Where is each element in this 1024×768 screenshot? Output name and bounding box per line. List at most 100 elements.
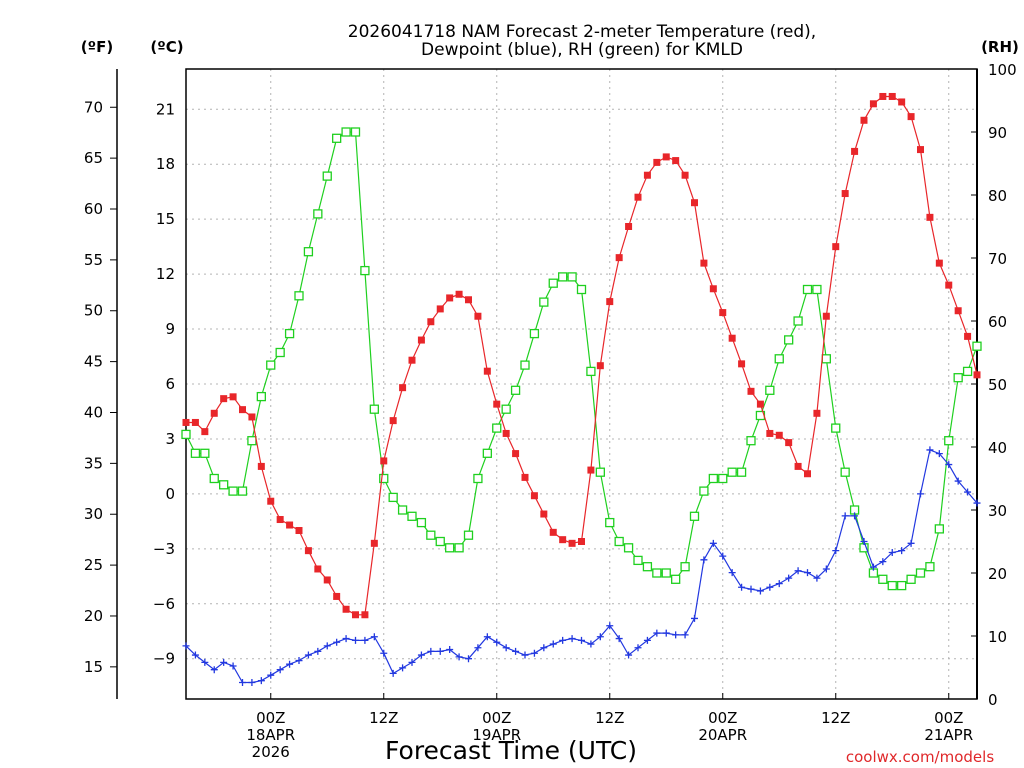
time-tick-label: 00Z	[482, 709, 511, 727]
dewpoint-point	[879, 558, 887, 566]
temperature-point	[973, 371, 981, 379]
rh-point	[736, 467, 747, 477]
dewpoint-point	[785, 574, 793, 582]
dewpoint-point	[455, 653, 463, 661]
rh-point	[586, 366, 596, 377]
temperature-point	[653, 158, 661, 166]
dewpoint-point	[361, 636, 369, 644]
dewpoint-point	[662, 629, 670, 637]
temperature-point	[926, 213, 934, 221]
celsius-tick-label: 6	[165, 375, 175, 393]
celsius-tick-label: 18	[156, 155, 175, 173]
dewpoint-point	[370, 633, 378, 641]
dewpoint-point	[380, 649, 388, 657]
celsius-tick-label: −9	[153, 650, 175, 668]
rh-point	[840, 467, 850, 477]
dewpoint-point	[191, 651, 199, 659]
celsius-tick-label: 9	[165, 320, 175, 338]
temperature-point	[370, 539, 378, 547]
rh-point	[228, 486, 238, 496]
temperature-point	[794, 462, 802, 470]
temperature-point	[596, 362, 604, 370]
fahrenheit-tick-label: 65	[84, 149, 103, 167]
temperature-point	[728, 334, 736, 342]
dewpoint-point	[794, 567, 802, 575]
temperature-point	[813, 409, 821, 417]
rh-point	[774, 354, 784, 364]
rh-tick-label: 70	[988, 250, 1007, 268]
dewpoint-point	[182, 642, 190, 650]
fahrenheit-tick-label: 15	[84, 658, 103, 676]
dewpoint-point	[917, 490, 924, 498]
time-tick-label: 12Z	[821, 709, 850, 727]
rh-point	[633, 555, 643, 566]
rh-point	[303, 247, 314, 257]
time-tick-label: 19APR	[472, 726, 521, 744]
temperature-point	[935, 259, 943, 267]
fahrenheit-tick-labels: 15 20 25 30 35 40 45 50 55 60 65 70	[84, 98, 117, 676]
temperature-line	[186, 95, 978, 616]
rh-tick-label: 60	[988, 313, 1007, 331]
temperature-point	[945, 281, 953, 289]
dewpoint-point	[333, 638, 341, 646]
rh-point	[821, 354, 831, 364]
dewpoint-line	[185, 449, 978, 684]
rh-axis-label: (RH)	[981, 38, 1019, 56]
dewpoint-point	[738, 583, 746, 591]
dewpoint-point	[615, 635, 623, 643]
time-tick-label: 12Z	[595, 709, 624, 727]
dewpoint-point	[898, 547, 906, 555]
time-tick-label: 00Z	[708, 709, 737, 727]
temperature-point	[738, 360, 746, 368]
dewpoint-point	[408, 658, 416, 666]
fahrenheit-tick-label: 50	[84, 302, 103, 320]
temperature-point	[389, 417, 397, 425]
temperature-point	[841, 190, 849, 198]
dewpoint-point	[851, 512, 859, 520]
temperature-point	[465, 296, 472, 304]
rh-point	[332, 133, 342, 143]
dewpoint-point	[276, 666, 284, 674]
fahrenheit-tick-label: 35	[84, 454, 103, 472]
temperature-point	[220, 395, 228, 403]
rh-point	[689, 511, 700, 521]
dewpoint-point	[822, 565, 830, 573]
temperature-point	[888, 92, 896, 100]
temperature-point	[606, 298, 614, 306]
temperature-point	[719, 309, 727, 317]
dewpoint-point	[747, 585, 755, 593]
rh-point	[925, 562, 935, 572]
temperature-point	[493, 400, 501, 408]
dewpoint-point	[643, 636, 651, 644]
temperature-point	[267, 497, 275, 505]
dewpoint-point	[257, 677, 265, 685]
temperature-point	[248, 413, 256, 421]
dewpoint-point	[201, 658, 209, 666]
dewpoint-point	[832, 547, 840, 555]
celsius-tick-labels: −9 −6 −3 0 3 6 9 12 15 18 21	[153, 100, 175, 667]
temperature-point	[540, 510, 548, 518]
temperature-point	[408, 356, 416, 364]
rh-point	[897, 580, 907, 591]
temperature-point	[766, 429, 774, 437]
rh-point	[181, 429, 191, 440]
rh-point	[680, 562, 690, 572]
fahrenheit-tick-label: 20	[84, 607, 103, 625]
temperature-point	[822, 312, 830, 320]
chart-title-line-1: 2026041718 NAM Forecast 2-meter Temperat…	[348, 22, 816, 42]
rh-point	[510, 385, 521, 395]
rh-point	[284, 328, 295, 339]
temperature-series	[182, 92, 981, 619]
dewpoint-point	[220, 658, 228, 666]
rh-point	[614, 536, 624, 547]
dewpoint-point	[465, 655, 472, 663]
dewpoint-point	[728, 569, 736, 577]
rh-point	[369, 404, 379, 414]
temperature-point	[352, 611, 359, 619]
temperature-point	[578, 538, 585, 545]
dewpoint-point	[521, 651, 529, 659]
credit-text: coolwx.com/models	[846, 748, 994, 766]
rh-point	[435, 536, 445, 547]
rh-point	[642, 562, 653, 572]
rh-point	[652, 568, 662, 578]
